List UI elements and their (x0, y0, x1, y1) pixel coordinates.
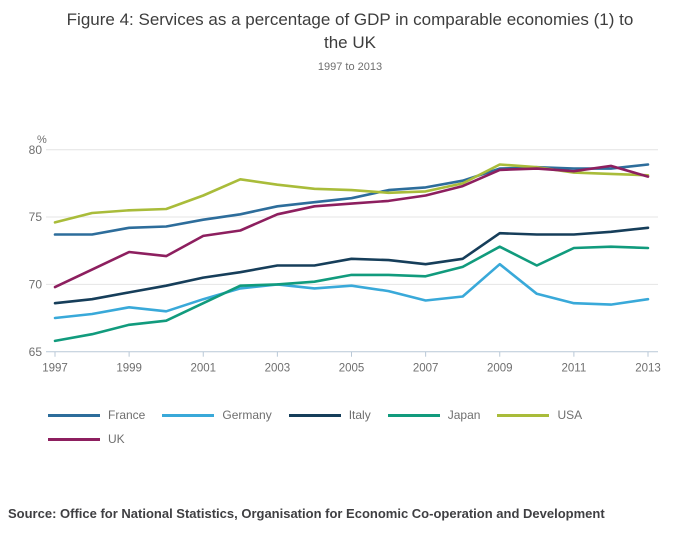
y-axis-unit-label: % (37, 134, 47, 146)
legend-swatch-france (48, 413, 100, 417)
legend-swatch-usa (497, 413, 550, 417)
x-tick-label-2009: 2009 (487, 363, 513, 375)
x-tick-label-2013: 2013 (635, 363, 661, 375)
y-tick-label-70: 70 (29, 278, 43, 292)
legend-row-1: France Germany Italy Japan USA (48, 408, 599, 422)
chart-title-line1: Figure 4: Services as a percentage of GD… (66, 10, 634, 29)
x-tick-label-2007: 2007 (413, 363, 439, 375)
legend-swatch-germany (162, 413, 215, 417)
chart-title: Figure 4: Services as a percentage of GD… (0, 8, 700, 54)
line-usa (53, 163, 650, 224)
legend-label-italy: Italy (348, 408, 371, 422)
legend-item-usa: USA (497, 408, 582, 422)
line-france (53, 163, 650, 236)
legend-item-italy: Italy (288, 408, 371, 422)
y-tick-label-75: 75 (29, 210, 43, 224)
legend-item-france: France (48, 408, 145, 422)
legend-label-germany: Germany (222, 408, 272, 422)
legend-label-usa: USA (557, 408, 583, 422)
line-germany (53, 262, 650, 320)
x-tick-label-2011: 2011 (562, 363, 587, 375)
legend-label-france: France (108, 408, 146, 422)
y-tick-label-80: 80 (29, 143, 43, 157)
legend-swatch-japan (387, 413, 440, 417)
services-gdp-line-chart: 65 70 75 80% 1997 1999 2001 2003 2005 2007 2009 201… (29, 134, 661, 375)
legend-item-germany: Germany (162, 408, 272, 422)
line-japan (53, 245, 650, 343)
legend-row-2: UK (48, 432, 142, 446)
legend-label-uk: UK (108, 432, 125, 446)
chart-title-line2: the UK (324, 33, 376, 52)
y-tick-label-65: 65 (29, 345, 43, 359)
source-note: Source: Office for National Statistics, … (8, 506, 605, 521)
chart-subtitle: 1997 to 2013 (317, 61, 383, 73)
line-italy (53, 226, 650, 305)
x-tick-label-2003: 2003 (265, 363, 291, 375)
x-tick-label-2001: 2001 (190, 363, 216, 375)
legend-label-japan: Japan (447, 408, 481, 422)
line-uk (53, 164, 650, 289)
legend-item-japan: Japan (387, 408, 481, 422)
legend-swatch-italy (288, 413, 341, 417)
legend-item-uk: UK (48, 432, 125, 446)
x-tick-label-2005: 2005 (339, 363, 365, 375)
x-tick-label-1999: 1999 (116, 363, 142, 375)
legend-swatch-uk (48, 437, 100, 441)
x-tick-label-1997: 1997 (42, 363, 68, 375)
